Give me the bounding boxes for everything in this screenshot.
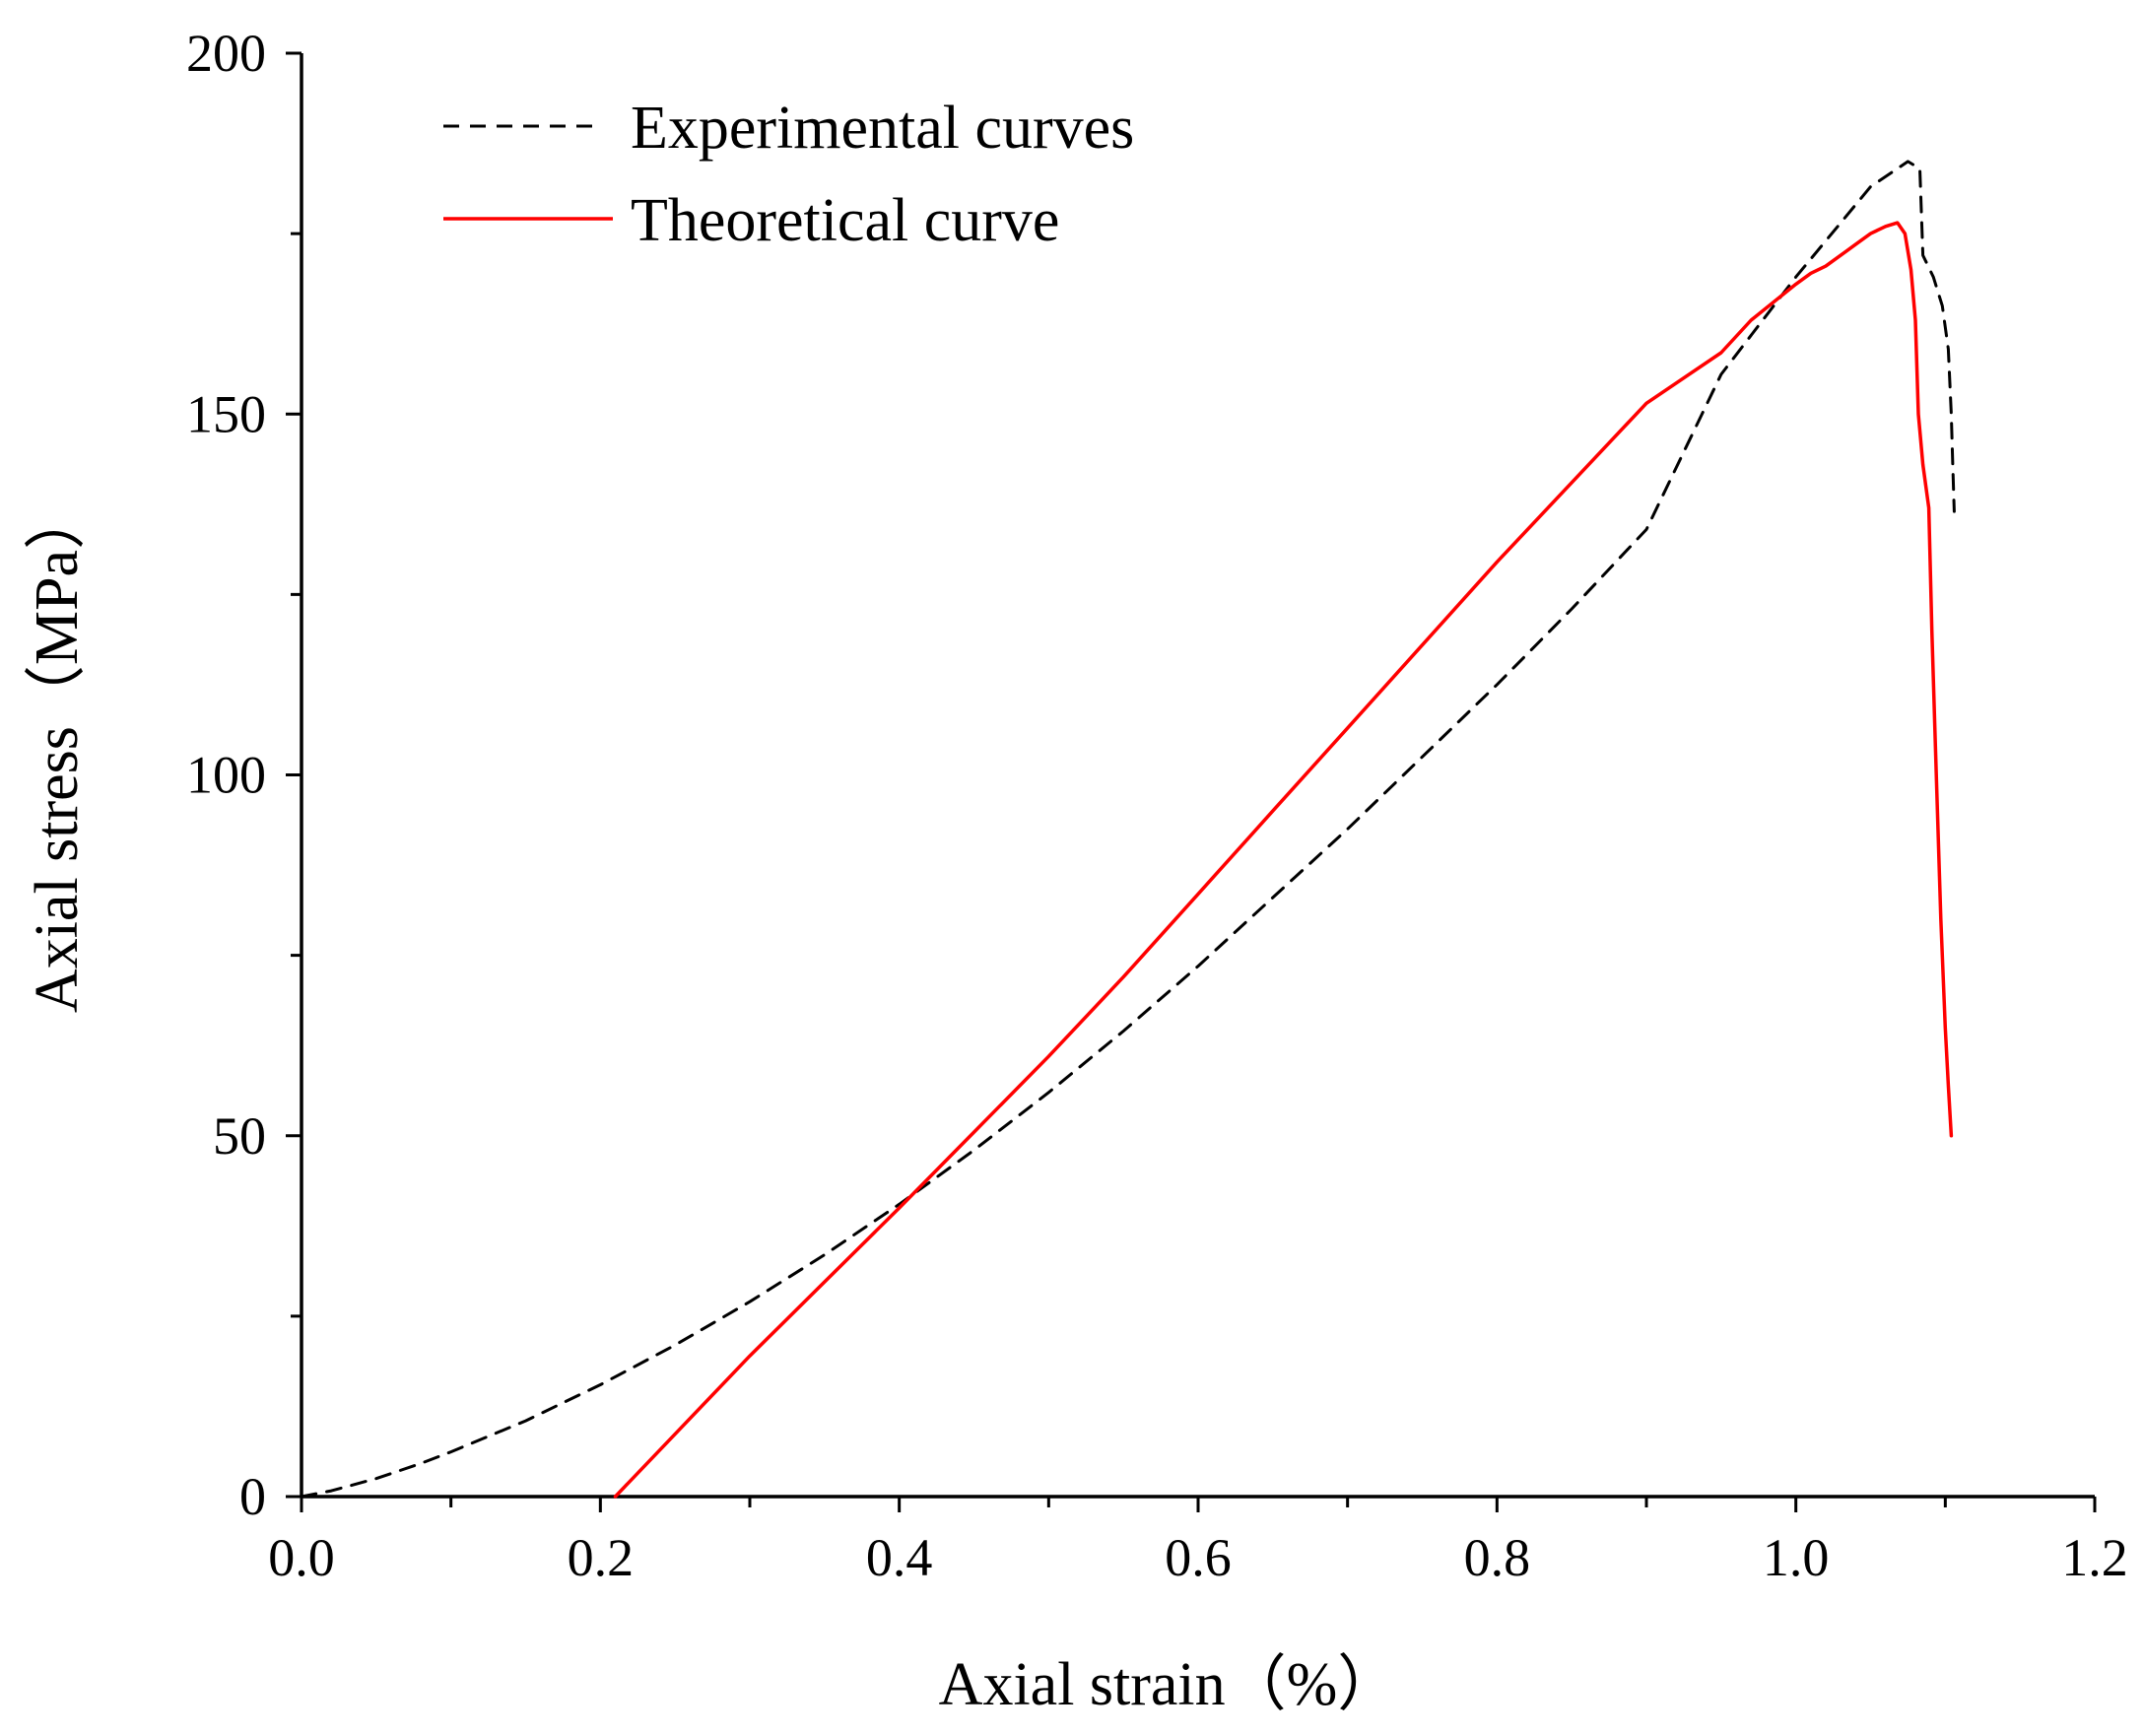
- legend-label-experimental: Experimental curves: [631, 95, 1134, 162]
- x-tick-label: 0.6: [1165, 1528, 1232, 1587]
- plot-area: 0.0 0.2 0.4 0.6 0.8 1.0 1.2 0 50 100 150 200: [186, 24, 2128, 1587]
- x-tick-label: 0.4: [866, 1528, 933, 1587]
- y-tick-label: 100: [186, 746, 266, 805]
- legend-label-theoretical: Theoretical curve: [631, 187, 1059, 254]
- y-tick-label: 50: [213, 1106, 266, 1166]
- x-tick-label: 1.0: [1763, 1528, 1830, 1587]
- x-tick-label: 0.2: [568, 1528, 635, 1587]
- y-tick-label: 200: [186, 24, 266, 83]
- legend: Experimental curves Theoretical curve: [443, 95, 1134, 254]
- y-tick-label: 150: [186, 384, 266, 443]
- series-line-theoretical: [613, 221, 1954, 1499]
- x-tick-label: 0.0: [268, 1528, 335, 1587]
- x-tick-label: 0.8: [1464, 1528, 1531, 1587]
- series-line-experimental: [300, 160, 1956, 1499]
- y-tick-label: 0: [239, 1467, 266, 1526]
- y-axis-title: Axial stress（MPa）: [24, 489, 91, 1013]
- x-axis-title: Axial strain（%）: [939, 1651, 1399, 1718]
- x-tick-label: 1.2: [2061, 1528, 2128, 1587]
